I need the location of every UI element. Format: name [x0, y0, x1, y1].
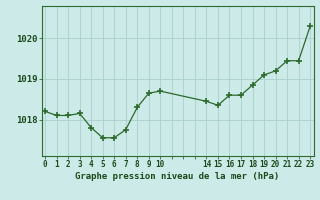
- X-axis label: Graphe pression niveau de la mer (hPa): Graphe pression niveau de la mer (hPa): [76, 172, 280, 181]
